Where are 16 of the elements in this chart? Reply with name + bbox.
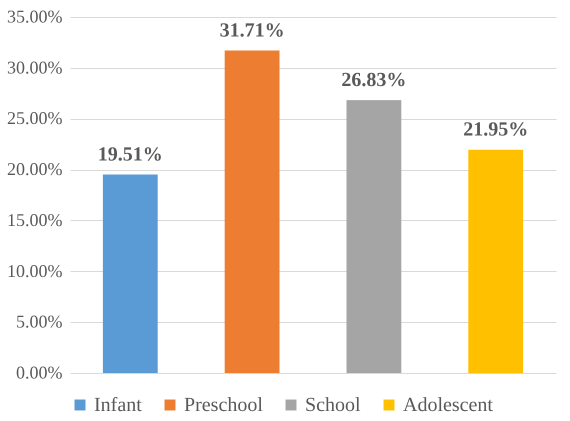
legend-label: Preschool xyxy=(184,394,264,416)
data-label: 19.51% xyxy=(98,144,163,166)
data-label: 31.71% xyxy=(220,19,285,42)
y-tick-label: 15.00% xyxy=(7,210,62,230)
legend-label: Adolescent xyxy=(403,394,494,416)
y-tick-label: 35.00% xyxy=(7,6,62,26)
y-tick-label: 20.00% xyxy=(7,159,62,180)
data-label: 21.95% xyxy=(463,118,528,141)
y-tick-label: 0.00% xyxy=(16,362,62,382)
legend-label: Infant xyxy=(94,394,142,416)
data-label: 26.83% xyxy=(341,69,406,92)
y-tick-label: 30.00% xyxy=(7,57,62,78)
y-tick-label: 5.00% xyxy=(16,312,62,332)
y-tick-label: 25.00% xyxy=(7,108,62,128)
legend-label: School xyxy=(305,394,361,416)
y-tick-label: 10.00% xyxy=(7,260,62,281)
